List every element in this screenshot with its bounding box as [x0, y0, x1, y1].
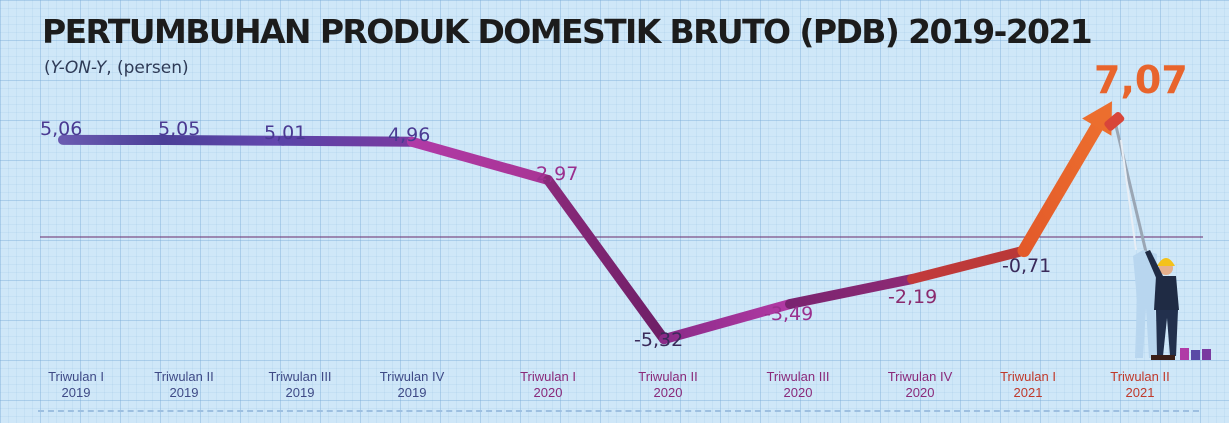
worker-legs [1156, 310, 1178, 356]
line-segment [785, 274, 917, 310]
value-label: -2,19 [888, 286, 937, 308]
x-tick-label-year: 2019 [170, 385, 199, 400]
hard-hat-icon [1157, 258, 1175, 266]
x-tick-label-quarter: Triwulan II [1110, 369, 1169, 384]
worker-arm [1145, 250, 1163, 280]
chart-title: PERTUMBUHAN PRODUK DOMESTIK BRUTO (PDB) … [42, 12, 1093, 51]
x-tick-label-year: 2020 [784, 385, 813, 400]
value-label: -0,71 [1002, 255, 1051, 277]
x-tick-label-quarter: Triwulan I [520, 369, 576, 384]
x-tick-label-quarter: Triwulan IV [380, 369, 445, 384]
x-tick-label-quarter: Triwulan III [766, 369, 829, 384]
paint-drip [1120, 139, 1137, 251]
x-tick-label-quarter: Triwulan II [154, 369, 213, 384]
paint-bucket-icon [1180, 348, 1189, 360]
x-tick-label-year: 2019 [398, 385, 427, 400]
x-tick-label-year: 2019 [286, 385, 315, 400]
value-label: 5,06 [40, 118, 82, 140]
worker-shoes [1151, 355, 1175, 360]
paint-bucket-icon-3 [1202, 349, 1211, 360]
subtitle-unit: Y-ON-Y [50, 58, 107, 78]
paint-roller-icon [1114, 125, 1148, 253]
x-tick-label-year: 2021 [1126, 385, 1155, 400]
subtitle-rest: , (persen) [106, 58, 189, 78]
worker-shadow [1133, 250, 1157, 358]
arrowhead-icon [1082, 101, 1112, 136]
x-tick-label-year: 2020 [654, 385, 683, 400]
line-segment [543, 174, 669, 345]
value-label: 5,05 [158, 118, 200, 140]
line-segment [659, 299, 795, 345]
value-label: -5,32 [634, 329, 683, 351]
line-segment [278, 135, 417, 147]
value-label: 7,07 [1094, 58, 1188, 102]
x-tick-label-year: 2019 [62, 385, 91, 400]
line-segment [1017, 113, 1108, 258]
paint-roller-head [1104, 111, 1125, 131]
value-label: 4,96 [388, 124, 430, 146]
bottom-divider [38, 410, 1199, 412]
worker-illustration [1104, 111, 1211, 360]
line-segment [160, 135, 288, 146]
chart-subtitle: (Y-ON-Y, (persen) [44, 58, 189, 78]
worker-torso [1154, 276, 1179, 310]
x-tick-label-year: 2020 [906, 385, 935, 400]
x-tick-label-quarter: Triwulan I [48, 369, 104, 384]
x-tick-label-quarter: Triwulan II [638, 369, 697, 384]
line-segment [407, 136, 553, 185]
line-segment [907, 245, 1029, 285]
x-tick-label-quarter: Triwulan I [1000, 369, 1056, 384]
paint-bucket-icon-2 [1191, 350, 1200, 360]
x-tick-label-quarter: Triwulan III [268, 369, 331, 384]
value-label: 5,01 [264, 122, 306, 144]
x-tick-label-year: 2020 [534, 385, 563, 400]
value-label: 2,97 [536, 163, 578, 185]
x-tick-label-quarter: Triwulan IV [888, 369, 953, 384]
value-label: -3,49 [764, 303, 813, 325]
x-tick-label-year: 2021 [1014, 385, 1043, 400]
